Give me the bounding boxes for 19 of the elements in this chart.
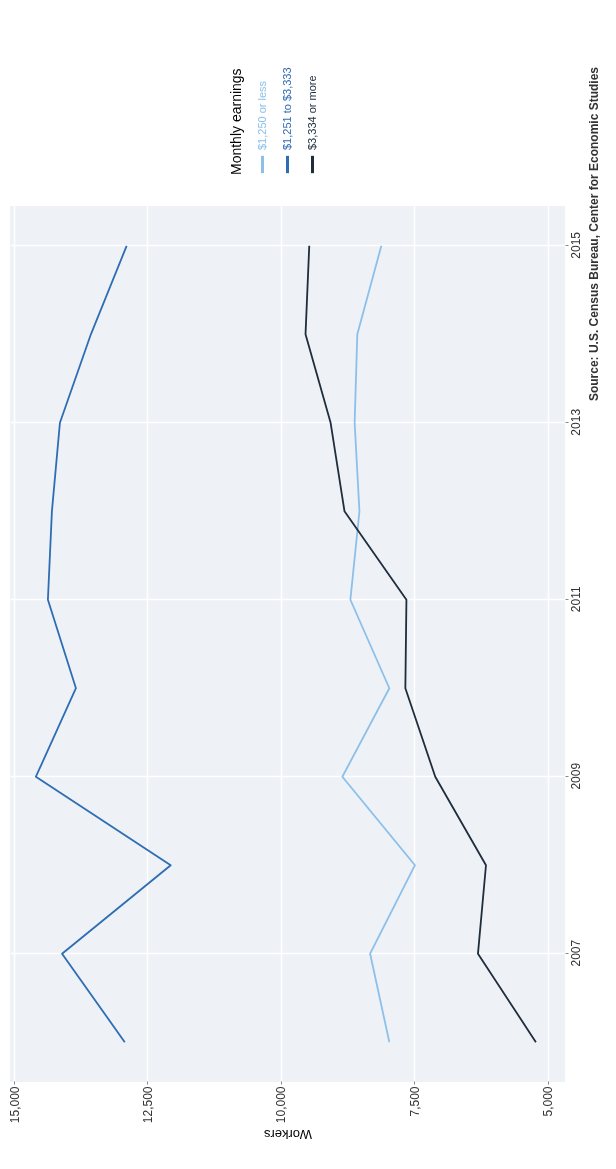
y-tick-label: 2015 <box>568 231 583 259</box>
source-note: Source: U.S. Census Bureau, Center for Economic Studies <box>587 66 601 402</box>
y-tick-label: 2009 <box>568 762 583 790</box>
line-series <box>34 244 172 1044</box>
line-series <box>304 244 537 1044</box>
x-tick-label: 12,500 <box>140 1086 155 1124</box>
y-tick-label: 2007 <box>568 939 583 967</box>
text: $1,251 to $3,333 <box>280 67 293 150</box>
text: $3,334 or more <box>305 75 318 150</box>
x-axis-title: Workers <box>263 1127 313 1143</box>
y-tick-label: 2011 <box>568 586 583 613</box>
line-series <box>341 244 416 1044</box>
y-tick-label: 2013 <box>568 408 583 436</box>
x-tick-label: 5,000 <box>541 1086 556 1117</box>
legend-title: Monthly earnings <box>228 68 244 175</box>
x-tick-label: 7,500 <box>407 1086 422 1117</box>
x-tick-label: 15,000 <box>7 1086 22 1124</box>
x-tick-label: 10,000 <box>274 1086 289 1124</box>
text: $1,250 or less <box>255 80 268 150</box>
